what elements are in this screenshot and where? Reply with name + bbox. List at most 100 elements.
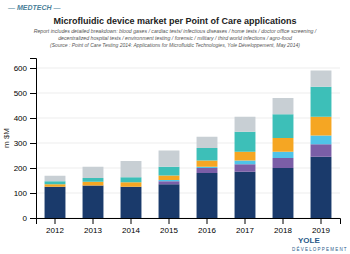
y-tick-mark: [30, 193, 36, 194]
bar: [273, 98, 294, 114]
bar: [197, 167, 218, 168]
series: [45, 71, 332, 182]
grid-line: [36, 118, 340, 119]
bar: [83, 178, 104, 182]
bar: [159, 180, 180, 181]
x-tick-mark: [55, 218, 56, 224]
x-tick: 2019: [312, 218, 330, 235]
x-tick-label: 2018: [274, 226, 292, 235]
y-axis-line: [30, 59, 37, 219]
bar: [311, 117, 332, 136]
y-tick-label: 600: [14, 64, 28, 73]
header-label: — MEDTECH —: [7, 4, 62, 11]
bar: [45, 181, 66, 184]
series: [45, 157, 332, 218]
logo-subtext: D É V E L O P P E M E N T: [292, 246, 347, 252]
bar: [45, 176, 66, 182]
bar: [311, 144, 332, 157]
y-tick-mark: [30, 218, 36, 219]
bar: [121, 161, 142, 177]
y-tick-mark: [30, 118, 36, 119]
bar: [197, 168, 218, 173]
bar: [121, 177, 142, 182]
plot: 0100200300400500600201220132014201520162…: [14, 59, 341, 235]
series: [45, 87, 332, 185]
x-tick-mark: [131, 218, 132, 224]
bar: [45, 187, 66, 218]
x-tick-mark: [245, 218, 246, 224]
bar: [311, 87, 332, 117]
bar: [197, 173, 218, 218]
bar: [159, 167, 180, 176]
bar: [83, 186, 104, 219]
bar: [121, 182, 142, 187]
bar: [121, 187, 142, 218]
bar: [235, 117, 256, 132]
bar: [311, 136, 332, 145]
x-tick-label: 2012: [46, 226, 64, 235]
x-tick: 2017: [236, 218, 254, 235]
x-tick-label: 2014: [122, 226, 140, 235]
bar: [235, 172, 256, 218]
x-tick-mark: [169, 218, 170, 224]
bar: [197, 137, 218, 148]
y-tick-mark: [30, 168, 36, 169]
bar: [273, 138, 294, 152]
bar: [83, 167, 104, 178]
y-tick-label: 300: [14, 139, 28, 148]
bar: [45, 184, 66, 187]
y-tick-mark: [30, 143, 36, 144]
y-tick-label: 200: [14, 164, 28, 173]
x-tick-label: 2013: [84, 226, 102, 235]
x-tick-label: 2019: [312, 226, 330, 235]
x-tick: 2018: [274, 218, 292, 235]
grid-line: [36, 168, 340, 169]
x-axis-line: [37, 219, 341, 225]
source-note: (Source : Point of Care Testing 2014: Ap…: [50, 42, 300, 48]
bar: [159, 151, 180, 167]
y-tick: 400: [14, 114, 36, 123]
x-tick-mark: [207, 218, 208, 224]
y-axis: 0 100 200 300 400 500 600: [14, 59, 37, 224]
y-tick-label: 400: [14, 114, 28, 123]
x-tick-label: 2015: [160, 226, 178, 235]
y-tick-label: 100: [14, 189, 28, 198]
x-tick-label: 2017: [236, 226, 254, 235]
bar: [197, 161, 218, 167]
x-axis: 2012 2013 2014 2015 2016 2017 2018 2019: [37, 218, 341, 235]
y-tick: 600: [14, 64, 36, 73]
y-tick: 300: [14, 139, 36, 148]
subtitle: Report includes detailed breakdown: bloo…: [34, 28, 317, 34]
bar: [235, 161, 256, 165]
bar: [83, 182, 104, 186]
bar: [235, 152, 256, 161]
bar: [235, 164, 256, 172]
bar: [273, 168, 294, 218]
bar: [311, 157, 332, 218]
y-tick: 100: [14, 189, 36, 198]
y-tick: 500: [14, 89, 36, 98]
x-tick: 2012: [46, 218, 64, 235]
y-tick-mark: [30, 93, 36, 94]
x-tick: 2016: [198, 218, 216, 235]
bar: [197, 148, 218, 161]
grid-line: [36, 193, 340, 194]
grid-line: [36, 143, 340, 144]
x-tick-mark: [321, 218, 322, 224]
bar: [159, 181, 180, 184]
bar: [273, 114, 294, 138]
x-tick: 2014: [122, 218, 140, 235]
bars: [45, 71, 332, 219]
bar: [311, 71, 332, 87]
bar: [159, 176, 180, 181]
y-tick-label: 0: [23, 214, 28, 223]
bar: [235, 132, 256, 152]
chart: — MEDTECH —Microfluidic device market pe…: [0, 0, 350, 254]
logo-text: YOLE: [298, 236, 320, 245]
grid-line: [36, 93, 340, 94]
subtitle: decentralized hospital tests / environme…: [58, 35, 293, 41]
bar: [273, 152, 294, 158]
y-tick: 0: [23, 214, 36, 223]
bar: [159, 184, 180, 218]
y-tick-mark: [30, 68, 36, 69]
